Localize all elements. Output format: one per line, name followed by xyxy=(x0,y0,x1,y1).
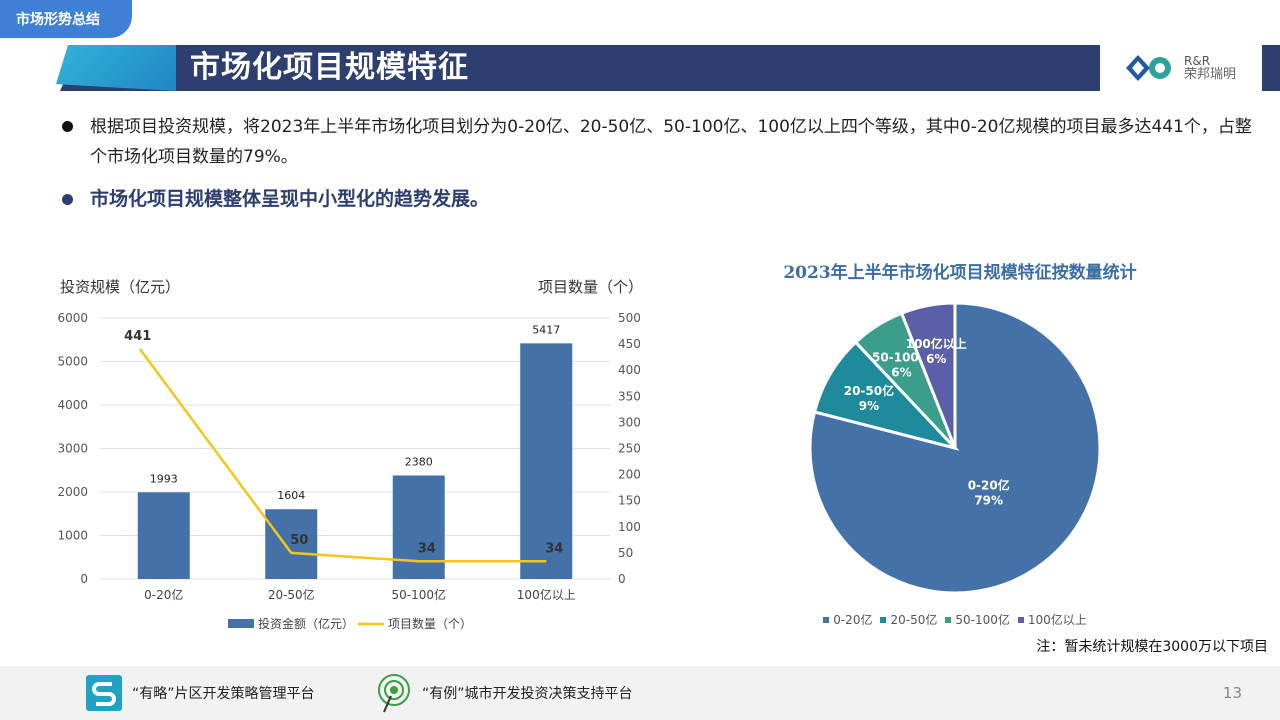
logo-en: R&R xyxy=(1184,54,1211,68)
bar-value-label: 5417 xyxy=(532,323,560,336)
pie-legend-item: 50-100亿 xyxy=(945,611,1010,628)
pie-chart-title: 2023年上半年市场化项目规模特征按数量统计 xyxy=(783,263,1137,283)
category-label: 50-100亿 xyxy=(391,587,446,602)
pie-slice xyxy=(899,301,957,449)
bullet-dot-icon xyxy=(62,121,73,132)
right-tick-label: 300 xyxy=(618,415,641,429)
right-tick-label: 200 xyxy=(618,468,641,482)
logo-mark-icon xyxy=(1126,55,1171,81)
pie-slice-category: 0-20亿 xyxy=(968,477,1010,492)
logo-cn: 荣邦瑞明 xyxy=(1184,67,1237,82)
legend-label: 50-100亿 xyxy=(955,613,1010,627)
bar xyxy=(265,509,318,579)
page-number: 13 xyxy=(1222,684,1242,702)
bar xyxy=(392,475,445,579)
footer-item-label: “有例”城市开发投资决策支持平台 xyxy=(422,686,633,702)
footer: “有略”片区开发策略管理平台 “有例”城市开发投资决策支持平台 13 xyxy=(0,666,1280,720)
legend-swatch xyxy=(945,616,952,623)
pie-slice-percent: 79% xyxy=(974,493,1003,507)
footer-item-youli[interactable]: “有例”城市开发投资决策支持平台 xyxy=(376,666,633,720)
category-label: 0-20亿 xyxy=(144,587,183,602)
right-tick-label: 400 xyxy=(618,363,641,377)
footer-item-youlue[interactable]: “有略”片区开发策略管理平台 xyxy=(86,666,315,720)
right-axis-title: 项目数量（个） xyxy=(538,278,644,296)
company-logo: R&R 荣邦瑞明 xyxy=(1118,45,1280,91)
left-tick-label: 4000 xyxy=(57,398,88,412)
bar-value-label: 1604 xyxy=(277,489,305,502)
right-tick-label: 350 xyxy=(618,389,641,403)
pie-legend-item: 0-20亿 xyxy=(823,611,872,628)
combo-chart: 0 1000 2000 3000 4000 5000 6000 0 50 100 150 200 250… xyxy=(57,311,641,631)
left-tick-label: 2000 xyxy=(57,485,88,499)
bar xyxy=(137,492,190,579)
left-tick-label: 0 xyxy=(80,572,88,586)
left-tick-label: 3000 xyxy=(57,442,88,456)
line-value-label: 34 xyxy=(545,541,563,556)
section-tag: 市场形势总结 xyxy=(0,0,132,38)
legend-label: 0-20亿 xyxy=(833,613,873,627)
title-right-strip xyxy=(1262,45,1280,91)
bar xyxy=(520,343,573,579)
bullet-item: 根据项目投资规模，将2023年上半年市场化项目划分为0-20亿、20-50亿、5… xyxy=(62,112,1252,172)
right-tick-label: 0 xyxy=(618,572,626,586)
bullet-text: 市场化项目规模整体呈现中小型化的趋势发展。 xyxy=(90,188,490,210)
right-tick-label: 250 xyxy=(618,442,641,456)
pie-legend: 0-20亿 20-50亿 50-100亿 100亿以上 xyxy=(820,611,1090,628)
line-value-label: 441 xyxy=(124,329,151,344)
line-value-label: 34 xyxy=(418,541,436,556)
category-label: 20-50亿 xyxy=(268,587,315,602)
footer-item-label: “有略”片区开发策略管理平台 xyxy=(132,686,315,702)
legend-label: 100亿以上 xyxy=(1027,613,1087,627)
category-label: 100亿以上 xyxy=(517,587,576,602)
legend-bar-swatch xyxy=(228,619,254,628)
title-bar xyxy=(60,45,1100,91)
left-axis-title: 投资规模（亿元） xyxy=(60,278,181,296)
line-series xyxy=(138,348,547,563)
line-value-label: 50 xyxy=(290,533,308,548)
legend-line-label: 项目数量（个） xyxy=(388,616,472,631)
legend-bar-label: 投资金额（亿元） xyxy=(258,616,354,631)
bar-value-label: 2380 xyxy=(405,455,433,468)
bullet-text: 根据项目投资规模，将2023年上半年市场化项目划分为0-20亿、20-50亿、5… xyxy=(90,117,1252,167)
legend-swatch xyxy=(1017,616,1024,623)
right-tick-label: 100 xyxy=(618,520,641,534)
right-tick-label: 450 xyxy=(618,337,641,351)
right-tick-label: 50 xyxy=(618,546,633,560)
bullet-dot-icon xyxy=(62,194,73,205)
youlue-logo-icon xyxy=(86,675,122,711)
bullet-item-highlight: 市场化项目规模整体呈现中小型化的趋势发展。 xyxy=(62,184,1252,214)
left-tick-label: 1000 xyxy=(57,529,88,543)
footnote: 注：暂未统计规模在3000万以下项目 xyxy=(1036,639,1268,655)
right-tick-label: 150 xyxy=(618,494,641,508)
bar-value-label: 1993 xyxy=(150,472,178,485)
pie-legend-item: 100亿以上 xyxy=(1017,611,1087,628)
legend-swatch xyxy=(823,616,830,623)
pie-slice-category: 20-50亿 xyxy=(844,383,894,398)
legend-label: 20-50亿 xyxy=(890,613,938,627)
right-tick-label: 500 xyxy=(618,311,641,325)
bullet-list: 根据项目投资规模，将2023年上半年市场化项目划分为0-20亿、20-50亿、5… xyxy=(62,112,1252,214)
title-accent xyxy=(56,45,176,91)
legend-swatch xyxy=(880,616,887,623)
page-title: 市场化项目规模特征 xyxy=(190,50,469,85)
pie-slice-percent: 6% xyxy=(926,352,946,366)
pie-slice-category: 100亿以上 xyxy=(906,336,967,351)
youli-logo-icon xyxy=(378,674,410,713)
left-tick-label: 6000 xyxy=(57,311,88,325)
pie-slice xyxy=(812,340,960,451)
pie-legend-item: 20-50亿 xyxy=(880,611,937,628)
pie-slice-percent: 6% xyxy=(891,366,911,380)
pie-slice-percent: 9% xyxy=(859,399,879,413)
left-tick-label: 5000 xyxy=(57,355,88,369)
